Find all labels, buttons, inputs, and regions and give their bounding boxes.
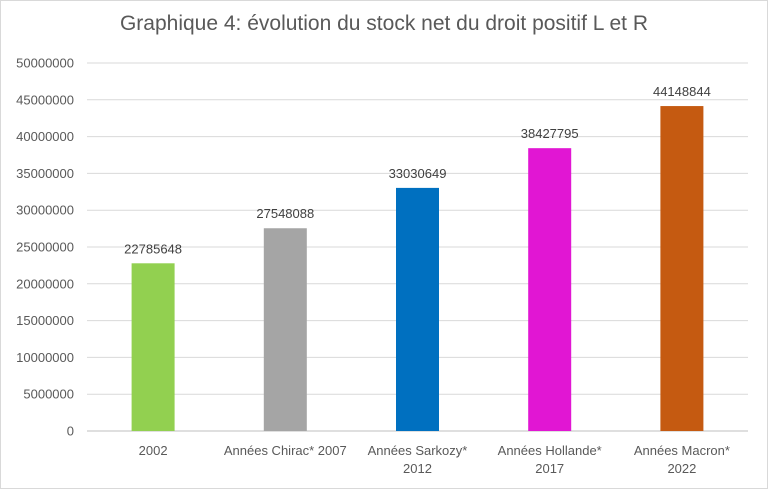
category-label: Années Sarkozy* xyxy=(368,443,468,458)
data-label: 33030649 xyxy=(389,166,447,181)
chart-title: Graphique 4: évolution du stock net du d… xyxy=(119,12,649,35)
category-label: Années Chirac* 2007 xyxy=(224,443,347,458)
bar xyxy=(396,187,439,431)
y-tick-label: 30000000 xyxy=(16,203,74,218)
bar xyxy=(528,148,572,431)
y-tick-label: 35000000 xyxy=(16,166,74,181)
data-label: 27548088 xyxy=(256,206,314,221)
y-tick-label: 45000000 xyxy=(16,92,74,107)
y-tick-label: 25000000 xyxy=(16,240,74,255)
data-label: 38427795 xyxy=(521,126,579,141)
y-tick-label: 10000000 xyxy=(16,350,74,365)
y-tick-label: 40000000 xyxy=(16,129,74,144)
category-label: Années Hollande* xyxy=(498,443,602,458)
y-tick-label: 20000000 xyxy=(16,276,74,291)
category-label: 2002 xyxy=(139,443,168,458)
y-tick-label: 15000000 xyxy=(16,313,74,328)
category-label: 2012 xyxy=(403,461,432,476)
y-tick-label: 5000000 xyxy=(23,387,74,402)
bar xyxy=(660,106,704,431)
data-label: 44148844 xyxy=(653,84,711,99)
category-label: 2017 xyxy=(535,461,564,476)
category-label: Années Macron* xyxy=(634,443,730,458)
y-tick-label: 50000000 xyxy=(16,56,74,71)
bar xyxy=(131,263,175,431)
category-label: 2022 xyxy=(667,461,696,476)
y-tick-label: 0 xyxy=(67,424,74,439)
bar xyxy=(263,228,307,431)
data-label: 22785648 xyxy=(124,241,182,256)
